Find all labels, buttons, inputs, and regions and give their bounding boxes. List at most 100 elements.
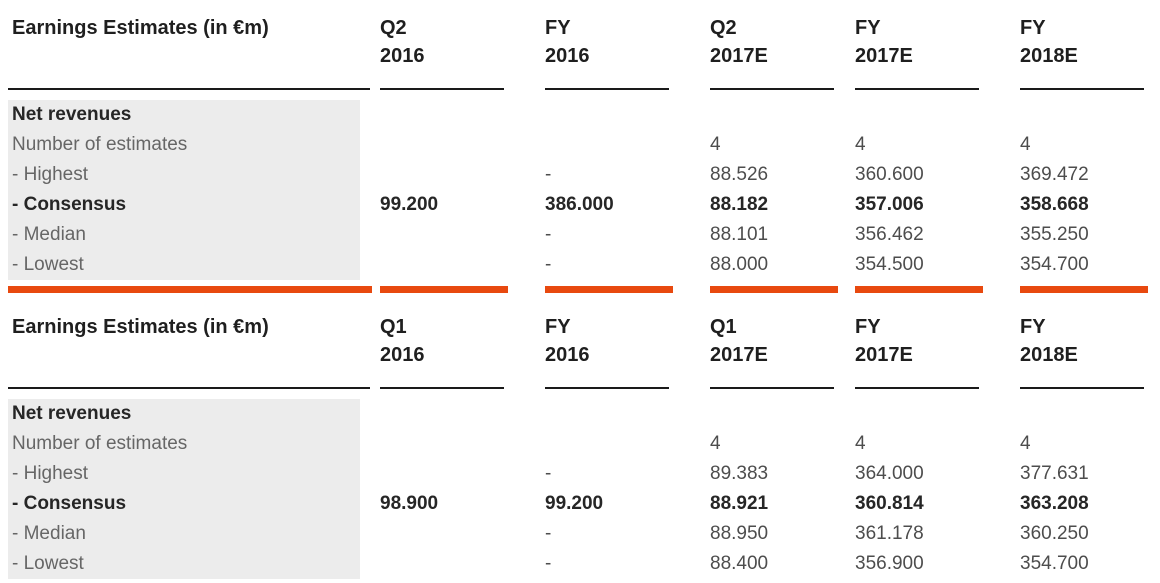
cell-value: 386.000 (545, 194, 614, 215)
row-label: Number of estimates (8, 429, 360, 459)
cell-value: 88.000 (710, 254, 769, 275)
estimates-table-q1: Earnings Estimates (in €m) Q1 2016 FY 20… (8, 305, 1160, 579)
cell-value: 356.900 (855, 553, 924, 574)
cell-value (380, 220, 545, 250)
cell-value: - (545, 164, 552, 185)
cell-value: 4 (855, 433, 866, 454)
table-row: - Median - 88.950 361.178 360.250 (8, 519, 1160, 549)
column-header-line: Q1 (380, 316, 407, 338)
cell-value: 88.526 (710, 164, 769, 185)
cell-value: 357.006 (855, 194, 924, 215)
table-row-consensus: - Consensus 99.200 386.000 88.182 357.00… (8, 190, 1160, 220)
column-header-line: 2016 (380, 45, 425, 67)
cell-value: 99.200 (380, 194, 439, 215)
row-label: - Lowest (8, 549, 360, 579)
column-header-line: 2017E (710, 344, 768, 366)
column-header-fy-2017e: FY 2017E (855, 305, 1020, 389)
column-header-q1-2017e: Q1 2017E (710, 305, 855, 389)
row-label: - Highest (8, 459, 360, 489)
row-label: - Highest (8, 160, 360, 190)
row-label: - Lowest (8, 250, 360, 280)
cell-value: 363.208 (1020, 493, 1089, 514)
column-header-line: 2017E (855, 344, 913, 366)
cell-value: 358.668 (1020, 194, 1089, 215)
cell-value: 4 (1020, 433, 1031, 454)
column-header-line: 2017E (710, 45, 768, 67)
table-row: Number of estimates 4 4 4 (8, 429, 1160, 459)
cell-value: - (545, 523, 552, 544)
cell-value: 361.178 (855, 523, 924, 544)
table-row-consensus: - Consensus 98.900 99.200 88.921 360.814… (8, 489, 1160, 519)
section-label: Net revenues (8, 100, 360, 130)
cell-value (380, 130, 545, 160)
cell-value: 369.472 (1020, 164, 1089, 185)
cell-value: 377.631 (1020, 463, 1089, 484)
table-row: - Highest - 89.383 364.000 377.631 (8, 459, 1160, 489)
cell-value (380, 549, 545, 579)
cell-value (380, 459, 545, 489)
table-header-row: Earnings Estimates (in €m) Q1 2016 FY 20… (8, 305, 1160, 389)
column-header-line: Q1 (710, 316, 737, 338)
table-header-row: Earnings Estimates (in €m) Q2 2016 FY 20… (8, 6, 1160, 90)
estimates-table-q2: Earnings Estimates (in €m) Q2 2016 FY 20… (8, 6, 1160, 280)
column-header-line: FY (1020, 17, 1046, 39)
cell-value: 4 (855, 134, 866, 155)
column-header-line: FY (545, 316, 571, 338)
section-row: Net revenues (8, 399, 1160, 429)
table-row: Number of estimates 4 4 4 (8, 130, 1160, 160)
cell-value (380, 429, 545, 459)
cell-value: 360.814 (855, 493, 924, 514)
row-label: Number of estimates (8, 130, 360, 160)
orange-divider-bar (380, 286, 508, 293)
cell-value: 88.921 (710, 493, 769, 514)
section-label: Net revenues (8, 399, 360, 429)
table-row: - Lowest - 88.400 356.900 354.700 (8, 549, 1160, 579)
cell-value: 89.383 (710, 463, 769, 484)
cell-value: 360.250 (1020, 523, 1089, 544)
orange-divider-bar (710, 286, 838, 293)
cell-value (545, 429, 710, 459)
column-header-line: 2016 (545, 45, 590, 67)
column-header-line: FY (1020, 316, 1046, 338)
cell-value: 99.200 (545, 493, 604, 514)
table-title: Earnings Estimates (in €m) (8, 6, 370, 90)
column-header-fy-2018e: FY 2018E (1020, 305, 1152, 389)
column-header-fy-2016: FY 2016 (545, 305, 710, 389)
cell-value: 354.500 (855, 254, 924, 275)
cell-value: 4 (1020, 134, 1031, 155)
column-header-line: FY (855, 17, 881, 39)
orange-divider-bar (855, 286, 983, 293)
cell-value: 355.250 (1020, 224, 1089, 245)
cell-value: 88.400 (710, 553, 769, 574)
cell-value: - (545, 463, 552, 484)
table-title-cell: Earnings Estimates (in €m) (8, 305, 380, 389)
cell-value: - (545, 224, 552, 245)
column-header-q2-2017e: Q2 2017E (710, 6, 855, 90)
column-header-line: 2018E (1020, 344, 1078, 366)
orange-divider-bar (545, 286, 673, 293)
orange-divider-bar (1020, 286, 1148, 293)
column-header-line: 2018E (1020, 45, 1078, 67)
cell-value: 88.101 (710, 224, 769, 245)
column-header-q2-2016: Q2 2016 (380, 6, 545, 90)
column-header-line: 2017E (855, 45, 913, 67)
cell-value: 4 (710, 433, 721, 454)
cell-value: 98.900 (380, 493, 439, 514)
orange-divider-bar (8, 286, 372, 293)
cell-value (380, 250, 545, 280)
row-label: - Consensus (8, 489, 360, 519)
cell-value: 88.182 (710, 194, 769, 215)
cell-value (545, 130, 710, 160)
cell-value: 354.700 (1020, 553, 1089, 574)
column-header-fy-2018e: FY 2018E (1020, 6, 1152, 90)
section-row: Net revenues (8, 100, 1160, 130)
table-row: - Median - 88.101 356.462 355.250 (8, 220, 1160, 250)
row-label: - Median (8, 519, 360, 549)
cell-value: 364.000 (855, 463, 924, 484)
column-header-q1-2016: Q1 2016 (380, 305, 545, 389)
cell-value: 360.600 (855, 164, 924, 185)
column-header-line: FY (855, 316, 881, 338)
cell-value: 88.950 (710, 523, 769, 544)
column-header-line: 2016 (380, 344, 425, 366)
